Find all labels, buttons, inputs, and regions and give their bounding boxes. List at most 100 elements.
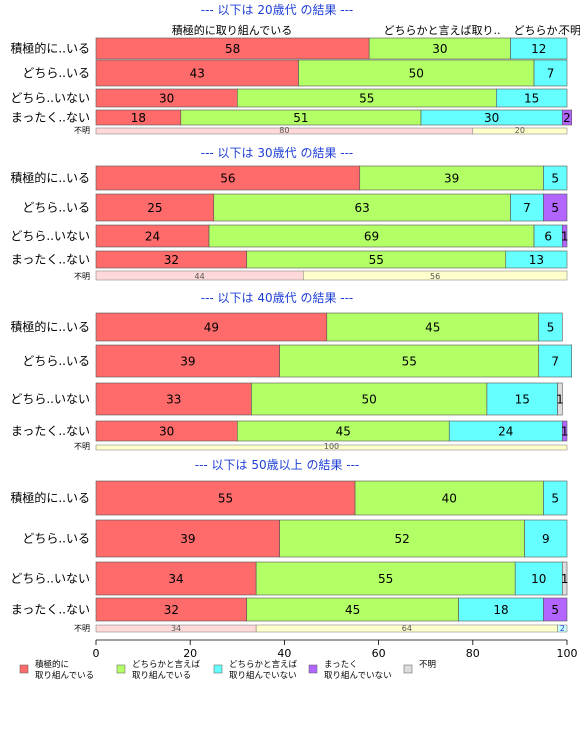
panel-header-label: どちらかと言えば取り.. [384, 24, 501, 37]
data-label: 15 [524, 92, 539, 106]
data-label: 10 [531, 572, 546, 586]
data-label: 30 [159, 425, 174, 439]
unknown-row-label: 不明 [74, 126, 90, 135]
data-label: 1 [561, 230, 569, 244]
data-label: 2 [563, 111, 571, 125]
bar-segment [533, 59, 568, 87]
data-label: 30 [159, 92, 174, 106]
data-label: 39 [180, 355, 195, 369]
data-label: 69 [364, 230, 379, 244]
data-label: 45 [336, 425, 351, 439]
data-label: 24 [498, 425, 513, 439]
bar-segment [561, 224, 568, 248]
bar-segment [543, 193, 568, 222]
data-label: 32 [164, 603, 179, 617]
legend-swatch [19, 664, 29, 674]
data-label: 39 [180, 532, 195, 546]
data-label: 18 [493, 603, 508, 617]
unknown-data-label: 20 [515, 126, 525, 135]
bar-segment [213, 193, 511, 222]
legend-swatch [213, 664, 223, 674]
unknown-bar-segment [557, 624, 568, 633]
data-label: 32 [164, 253, 179, 267]
bar-segment [255, 561, 516, 596]
bar-segment [298, 59, 535, 87]
panel-title: --- 以下は 20歳代 の結果 --- [201, 3, 354, 17]
data-label: 7 [547, 67, 555, 81]
row-label: どちら..いない [10, 572, 90, 586]
data-label: 55 [218, 492, 233, 506]
unknown-data-label: 34 [171, 624, 181, 633]
legend-label: 取り組んでいない [229, 670, 297, 681]
data-label: 7 [551, 355, 559, 369]
bar-segment [95, 312, 328, 342]
unknown-data-label: 80 [279, 126, 289, 135]
x-tick-label: 0 [93, 647, 100, 660]
row-label: どちら..いる [22, 66, 90, 80]
bar-segment [95, 480, 356, 516]
panel-header-label: 不明 [559, 24, 580, 37]
legend-label: 不明 [419, 660, 436, 670]
unknown-data-label: 44 [195, 272, 205, 281]
bar-segment [510, 37, 568, 60]
bar-segment [543, 597, 568, 622]
data-label: 25 [147, 201, 162, 215]
row-label: どちら..いない [10, 392, 90, 406]
data-label: 5 [547, 321, 555, 335]
legend-label: どちらかと言えば [229, 659, 298, 670]
data-label: 7 [523, 201, 531, 215]
panel-title: --- 以下は 50歳以上 の結果 --- [195, 458, 360, 472]
data-label: 55 [402, 355, 417, 369]
unknown-row-label: 不明 [74, 624, 90, 633]
bar-segment [95, 344, 280, 378]
unknown-data-label: 56 [430, 272, 440, 281]
data-label: 40 [442, 492, 457, 506]
data-label: 63 [354, 201, 369, 215]
bar-segment [524, 519, 568, 558]
legend-swatch [403, 664, 413, 674]
data-label: 49 [204, 321, 219, 335]
row-label: 積極的に..いる [10, 41, 90, 56]
bar-segment [505, 250, 568, 269]
row-label: どちら..いる [22, 532, 90, 546]
bar-segment [561, 420, 568, 442]
data-label: 9 [542, 532, 550, 546]
bar-segment [561, 109, 573, 126]
bar-segment [557, 382, 563, 416]
bar-segment [326, 312, 540, 342]
unknown-row-label: 不明 [74, 442, 90, 451]
row-label: どちら..いる [22, 354, 90, 368]
x-tick-label: 40 [277, 647, 291, 660]
data-label: 43 [190, 67, 205, 81]
data-label: 5 [551, 172, 559, 186]
data-label: 51 [293, 111, 308, 125]
data-label: 45 [345, 603, 360, 617]
legend-label: 取り組んでいる [132, 670, 191, 681]
panel-header-label: 積極的に取り組んでいる [172, 23, 292, 37]
unknown-data-label: 100 [324, 442, 339, 451]
bar-segment [279, 519, 525, 558]
data-label: 55 [378, 572, 393, 586]
data-label: 5 [551, 603, 559, 617]
row-label: まったく..ない [11, 253, 90, 267]
data-label: 18 [131, 111, 146, 125]
legend-label: 取り組んでいない [324, 670, 392, 681]
data-label: 1 [561, 425, 569, 439]
data-label: 5 [551, 201, 559, 215]
bar-segment [95, 382, 252, 416]
bar-segment [561, 561, 568, 596]
x-tick-label: 80 [466, 647, 480, 660]
legend-label: 取り組んでいる [35, 670, 94, 681]
unknown-bar-segment [302, 270, 568, 281]
data-label: 52 [395, 532, 410, 546]
data-label: 1 [556, 393, 564, 407]
panel-title: --- 以下は 40歳代 の結果 --- [201, 291, 354, 305]
legend-label: 積極的に [35, 659, 69, 670]
x-tick-label: 60 [372, 647, 386, 660]
bar-segment [538, 312, 563, 342]
row-label: どちら..いない [10, 91, 90, 105]
data-label: 15 [515, 393, 530, 407]
data-label: 50 [362, 393, 377, 407]
x-tick-label: 20 [183, 647, 197, 660]
